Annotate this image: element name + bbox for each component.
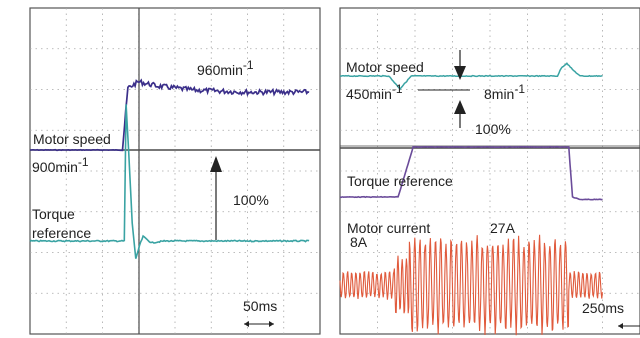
right-time-scale-label: 250ms [582,300,624,316]
left-series-group [29,78,310,259]
right-motor-current-label: Motor current [347,220,430,236]
right-scope-panel: Motor speed 450min-1 8min-1 100% Torque … [339,7,640,336]
left-speed-peak-label: 960min-1 [197,58,254,78]
right-dip-arrows [454,50,466,128]
left-motor-speed-label: Motor speed [33,131,111,147]
left-torque-value-label: 100% [233,192,269,208]
right-torque-value-label: 100% [475,121,511,137]
right-torque-reference-label: Torque reference [347,173,453,189]
left-speed-base-label: 900min-1 [32,155,89,175]
left-scope-panel: Motor speed 900min-1 960min-1 Torque ref… [29,7,321,335]
right-grid [340,8,640,334]
right-motor-current-line [339,234,603,336]
left-frame [29,7,321,335]
right-series-group [339,62,603,336]
left-motor-speed-baseline [30,148,123,152]
right-torque-reference-line [339,145,603,201]
left-torque-label-1: Torque [32,206,75,222]
right-motor-speed-label: Motor speed [346,59,424,75]
left-time-scale-arrow [244,321,274,327]
left-torque-reference-line [29,104,310,259]
right-motor-speed-line [340,62,603,91]
right-current-base-label: 8A [350,234,368,250]
right-current-peak-label: 27A [490,220,516,236]
left-motor-speed-line [121,78,310,152]
right-dip-value-label: 8min-1 [484,82,525,102]
left-torque-arrow-head [210,156,222,172]
left-time-scale-label: 50ms [243,298,277,314]
right-time-scale-arrow [618,323,640,329]
right-speed-value-label: 450min-1 [346,82,403,102]
left-torque-label-2: reference [32,225,91,241]
